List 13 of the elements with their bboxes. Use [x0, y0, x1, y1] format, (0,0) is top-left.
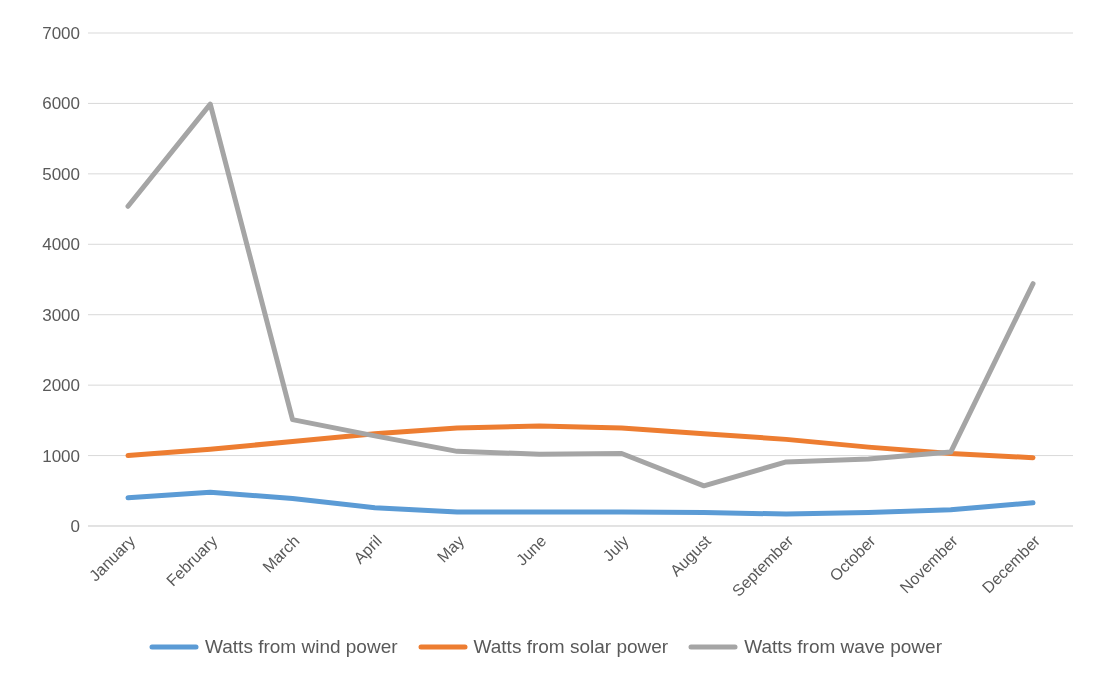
legend-label: Watts from solar power — [473, 636, 669, 658]
y-tick-label: 6000 — [42, 94, 80, 114]
x-tick-label: July — [599, 532, 632, 565]
x-tick-label: May — [433, 532, 468, 566]
y-tick-label: 7000 — [42, 24, 80, 44]
y-tick-label: 0 — [70, 517, 80, 537]
y-tick-label: 4000 — [42, 235, 80, 255]
y-tick-label: 1000 — [42, 446, 80, 466]
y-tick-label: 5000 — [42, 164, 80, 184]
y-tick-label: 3000 — [42, 305, 80, 325]
y-tick-label: 2000 — [42, 376, 80, 396]
legend-label: Watts from wind power — [205, 636, 398, 658]
legend-label: Watts from wave power — [744, 636, 942, 658]
